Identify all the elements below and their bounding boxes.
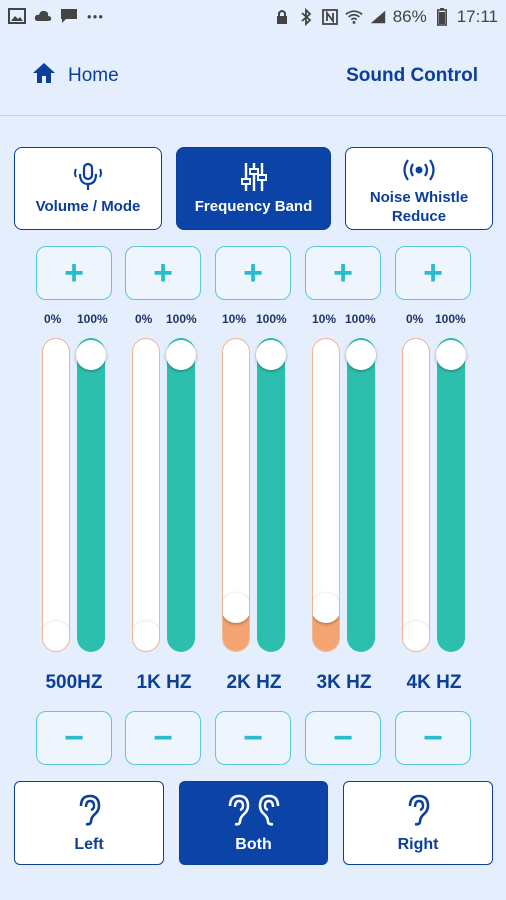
ear-icon: [74, 793, 104, 832]
tab-volume-mode[interactable]: Volume / Mode: [14, 147, 162, 230]
lock-icon: [273, 8, 291, 26]
slider-knob[interactable]: [403, 621, 429, 651]
slider-knob[interactable]: [166, 340, 196, 370]
plus-button-4khz[interactable]: +: [395, 246, 471, 300]
status-bar: 86% 17:11: [0, 0, 506, 36]
right-ear-button[interactable]: Right: [343, 781, 493, 865]
right-slider-4khz[interactable]: [436, 338, 466, 652]
left-percent-2khz: 10%: [222, 312, 247, 326]
tab-label: Volume / Mode: [35, 198, 141, 215]
home-button[interactable]: Home: [32, 62, 119, 89]
plus-icon: +: [423, 254, 443, 292]
plus-button-2khz[interactable]: +: [215, 246, 291, 300]
app-header: Home Sound Control: [0, 36, 506, 116]
both-ears-icon: [224, 793, 284, 832]
minus-icon: −: [64, 719, 84, 757]
left-slider-2khz[interactable]: [222, 338, 250, 652]
tab-label: Noise Whistle Reduce: [369, 188, 469, 225]
minus-icon: −: [423, 719, 443, 757]
microphone-icon: [71, 161, 105, 193]
right-percent-1khz: 100%: [166, 312, 197, 326]
message-icon: [60, 7, 78, 25]
image-icon: [8, 7, 26, 25]
slider-knob[interactable]: [313, 593, 339, 623]
left-percent-3khz: 10%: [312, 312, 337, 326]
slider-knob[interactable]: [223, 593, 249, 623]
plus-icon: +: [243, 254, 263, 292]
broadcast-icon: [402, 152, 436, 184]
left-slider-1khz[interactable]: [132, 338, 160, 652]
cloud-icon: [34, 7, 52, 25]
battery-icon: [433, 8, 451, 26]
plus-button-3khz[interactable]: +: [305, 246, 381, 300]
right-slider-2khz[interactable]: [256, 338, 286, 652]
band-label-1khz: 1K HZ: [136, 672, 192, 693]
right-slider-3khz[interactable]: [346, 338, 376, 652]
left-percent-4khz: 0%: [406, 312, 424, 326]
right-percent-3khz: 100%: [345, 312, 376, 326]
minus-button-1khz[interactable]: −: [125, 711, 201, 765]
left-slider-3khz[interactable]: [312, 338, 340, 652]
battery-percent: 86%: [392, 7, 427, 26]
left-percent-1khz: 0%: [135, 312, 153, 326]
slider-knob[interactable]: [43, 621, 69, 651]
left-percent-500hz: 0%: [44, 312, 62, 326]
slider-knob[interactable]: [256, 340, 286, 370]
right-slider-1khz[interactable]: [166, 338, 196, 652]
band-label-3khz: 3K HZ: [316, 672, 372, 693]
minus-button-500hz[interactable]: −: [36, 711, 112, 765]
ear-label: Left: [74, 835, 104, 853]
ear-label: Right: [397, 835, 439, 853]
wifi-icon: [345, 8, 363, 26]
signal-icon: [369, 8, 387, 26]
slider-knob[interactable]: [436, 340, 466, 370]
nfc-icon: [321, 8, 339, 26]
right-slider-500hz[interactable]: [76, 338, 106, 652]
right-percent-500hz: 100%: [77, 312, 108, 326]
home-icon: [32, 62, 56, 89]
slider-knob[interactable]: [346, 340, 376, 370]
home-label: Home: [68, 64, 119, 86]
slider-knob[interactable]: [76, 340, 106, 370]
clock: 17:11: [456, 7, 498, 26]
ear-label: Both: [235, 835, 272, 853]
tab-noise-whistle-reduce[interactable]: Noise Whistle Reduce: [345, 147, 493, 230]
band-label-4khz: 4K HZ: [406, 672, 462, 693]
right-percent-2khz: 100%: [256, 312, 287, 326]
both-ears-button[interactable]: Both: [179, 781, 328, 865]
plus-icon: +: [153, 254, 173, 292]
plus-icon: +: [333, 254, 353, 292]
more-icon: [86, 7, 104, 25]
plus-icon: +: [64, 254, 84, 292]
left-slider-500hz[interactable]: [42, 338, 70, 652]
slider-knob[interactable]: [133, 621, 159, 651]
sliders-icon: [237, 161, 271, 193]
minus-icon: −: [153, 719, 173, 757]
tab-frequency-band[interactable]: Frequency Band: [176, 147, 331, 230]
plus-button-1khz[interactable]: +: [125, 246, 201, 300]
minus-button-3khz[interactable]: −: [305, 711, 381, 765]
minus-button-2khz[interactable]: −: [215, 711, 291, 765]
ear-icon: [403, 793, 433, 832]
left-slider-4khz[interactable]: [402, 338, 430, 652]
minus-icon: −: [333, 719, 353, 757]
right-percent-4khz: 100%: [435, 312, 466, 326]
bluetooth-icon: [297, 8, 315, 26]
minus-icon: −: [243, 719, 263, 757]
page-title: Sound Control: [346, 65, 478, 86]
tab-label: Frequency Band: [194, 198, 313, 215]
left-ear-button[interactable]: Left: [14, 781, 164, 865]
band-label-500hz: 500HZ: [45, 672, 103, 693]
minus-button-4khz[interactable]: −: [395, 711, 471, 765]
band-label-2khz: 2K HZ: [226, 672, 282, 693]
plus-button-500hz[interactable]: +: [36, 246, 112, 300]
